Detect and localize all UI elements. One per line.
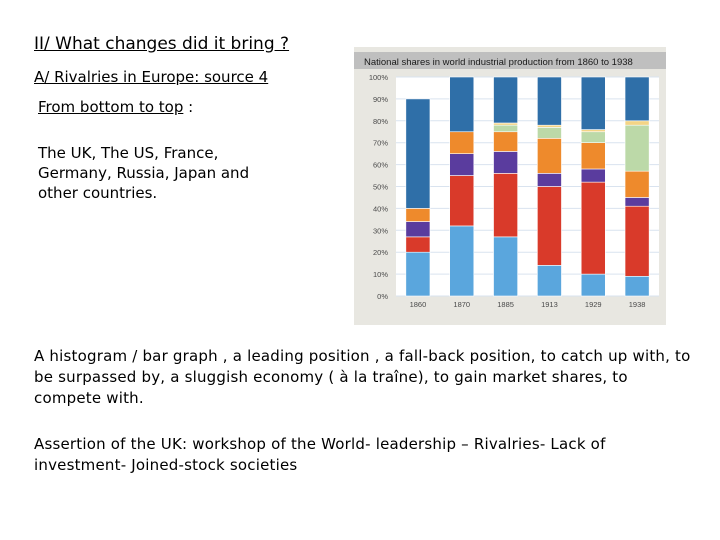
y-tick-label: 60% — [373, 161, 388, 170]
y-tick-label: 40% — [373, 204, 388, 213]
y-tick-label: 80% — [373, 117, 388, 126]
section-heading: II/ What changes did it bring ? — [34, 34, 290, 54]
bar-segment — [493, 124, 518, 133]
stacked-bar-chart: National shares in world industrial prod… — [354, 52, 666, 309]
bar-segment — [537, 124, 562, 128]
bar-segment — [449, 131, 475, 154]
chart-title-bar — [354, 52, 666, 69]
bar-segment — [405, 251, 431, 297]
bar-segment — [537, 127, 562, 139]
x-tick-label: 1913 — [541, 300, 558, 309]
y-tick-label: 10% — [373, 270, 388, 279]
bar-segment — [537, 138, 562, 174]
bar-segment — [537, 76, 562, 126]
y-tick-label: 50% — [373, 183, 388, 192]
bar-segment — [580, 131, 606, 143]
bar-segment — [580, 142, 606, 170]
bar-segment — [405, 98, 431, 209]
bar-segment — [580, 168, 606, 183]
bar-segment — [580, 181, 606, 275]
bar-segment — [624, 120, 650, 126]
bar-segment — [624, 170, 650, 198]
bar-segment — [493, 131, 518, 152]
x-tick-label: 1870 — [453, 300, 470, 309]
order-label-text: From bottom to top — [38, 98, 184, 116]
order-label: From bottom to top : — [38, 98, 193, 116]
bar-segment — [493, 151, 518, 174]
bar-segment — [580, 76, 606, 130]
bar-segment — [493, 76, 518, 124]
bar-segment — [449, 153, 475, 176]
x-tick-label: 1929 — [585, 300, 602, 309]
assertion-paragraph: Assertion of the UK: workshop of the Wor… — [34, 435, 606, 474]
bar-segment — [405, 236, 431, 253]
bar-segment — [537, 265, 562, 297]
bar-segment — [624, 205, 650, 277]
bar-segment — [580, 129, 606, 133]
chart-image: National shares in world industrial prod… — [354, 47, 666, 325]
bar-segment — [537, 186, 562, 266]
x-tick-label: 1938 — [629, 300, 646, 309]
x-tick-label: 1860 — [410, 300, 427, 309]
bar-segment — [449, 175, 475, 227]
vocabulary-paragraph: A histogram / bar graph , a leading posi… — [34, 347, 691, 407]
y-tick-label: 20% — [373, 248, 388, 257]
y-tick-label: 90% — [373, 95, 388, 104]
bar-segment — [580, 273, 606, 297]
subsection-heading: A/ Rivalries in Europe: source 4 — [34, 68, 269, 86]
y-tick-label: 0% — [377, 292, 388, 301]
bar-segment — [624, 275, 650, 297]
chart-title: National shares in world industrial prod… — [364, 57, 633, 68]
bar-segment — [405, 208, 431, 222]
bar-segment — [493, 122, 518, 126]
bar-segment — [537, 173, 562, 187]
bar-segment — [449, 225, 475, 297]
y-tick-label: 70% — [373, 139, 388, 148]
y-tick-label: 30% — [373, 226, 388, 235]
order-label-colon: : — [183, 98, 194, 116]
bar-segment — [493, 173, 518, 238]
bar-segment — [493, 236, 518, 297]
bar-segment — [624, 124, 650, 172]
bar-segment — [624, 76, 650, 122]
y-tick-label: 100% — [369, 73, 389, 82]
bar-segment — [624, 197, 650, 207]
order-text: The UK, The US, France, Germany, Russia,… — [38, 144, 250, 202]
bar-segment — [449, 76, 475, 133]
x-tick-label: 1885 — [497, 300, 514, 309]
bar-segment — [405, 221, 431, 238]
